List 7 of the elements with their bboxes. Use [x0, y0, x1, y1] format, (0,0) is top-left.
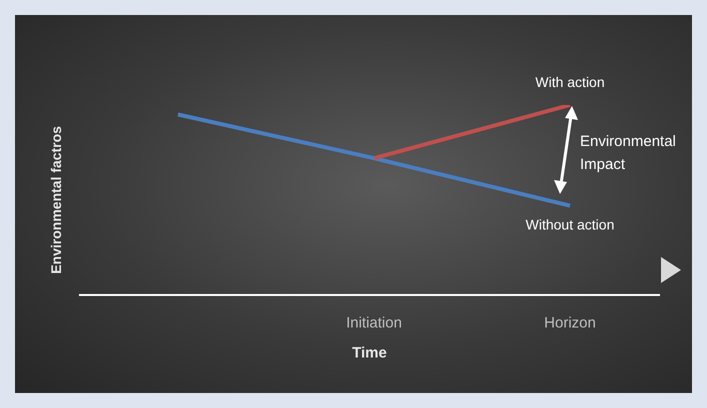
- annotation: Environmental Impact: [580, 132, 677, 175]
- x-tick-label: Initiation: [346, 314, 402, 332]
- series-label: Without action: [526, 216, 614, 233]
- y-axis-title: Environmental factros: [48, 126, 64, 274]
- series-label: With action: [535, 74, 605, 90]
- x-axis-title: Time: [352, 344, 387, 362]
- x-tick-label: Horizon: [544, 314, 596, 332]
